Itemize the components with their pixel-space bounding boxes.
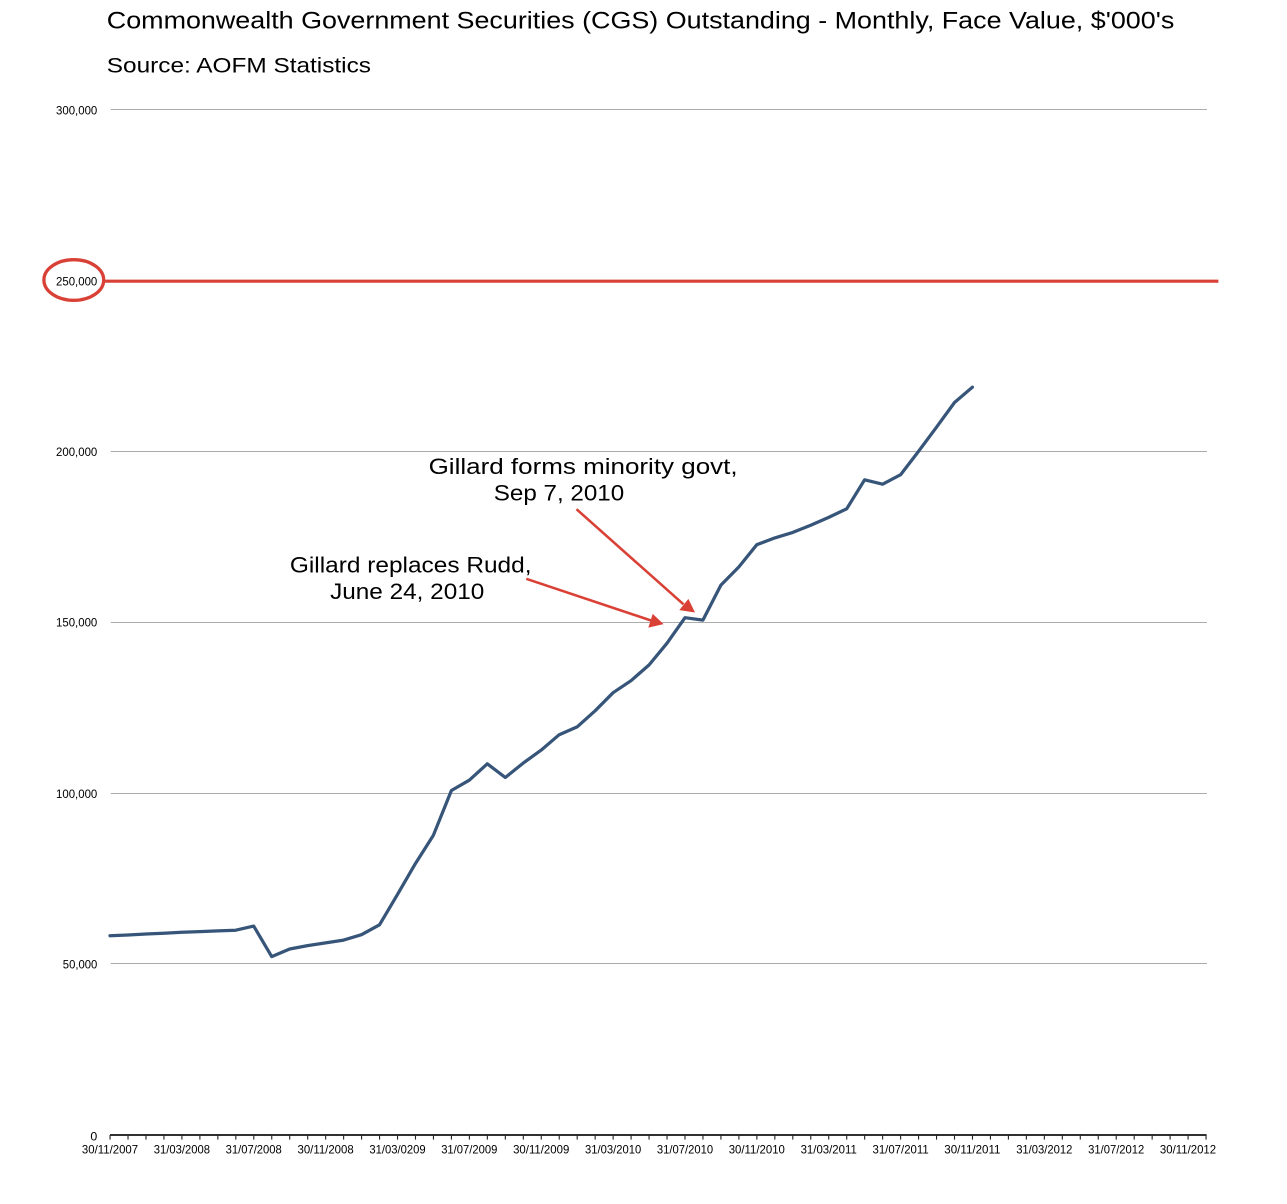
svg-text:30/11/2007: 30/11/2007 [82,1142,139,1156]
svg-text:June 24, 2010: June 24, 2010 [330,579,484,604]
svg-text:Commonwealth Government Securi: Commonwealth Government Securities (CGS)… [107,8,1175,35]
svg-text:200,000: 200,000 [56,445,98,459]
svg-text:31/07/2008: 31/07/2008 [226,1142,283,1156]
svg-text:30/11/2009: 30/11/2009 [513,1142,570,1156]
svg-text:30/11/2012: 30/11/2012 [1160,1142,1217,1156]
svg-text:31/07/2012: 31/07/2012 [1088,1142,1145,1156]
svg-text:250,000: 250,000 [56,274,98,288]
svg-text:31/03/0209: 31/03/0209 [369,1142,426,1156]
svg-text:30/11/2010: 30/11/2010 [729,1142,786,1156]
svg-text:31/07/2011: 31/07/2011 [873,1142,930,1156]
svg-text:Sep 7, 2010: Sep 7, 2010 [494,480,624,505]
svg-text:100,000: 100,000 [56,787,98,801]
svg-text:31/07/2010: 31/07/2010 [657,1142,714,1156]
svg-text:Gillard forms minority govt,: Gillard forms minority govt, [429,454,738,479]
svg-text:30/11/2008: 30/11/2008 [298,1142,355,1156]
svg-text:Gillard replaces Rudd,: Gillard replaces Rudd, [290,552,532,577]
svg-text:31/07/2009: 31/07/2009 [441,1142,498,1156]
svg-text:150,000: 150,000 [56,616,98,630]
svg-text:31/03/2008: 31/03/2008 [154,1142,211,1156]
svg-text:31/03/2012: 31/03/2012 [1016,1142,1073,1156]
svg-text:300,000: 300,000 [56,103,98,117]
svg-text:0: 0 [90,1130,97,1144]
svg-text:30/11/2011: 30/11/2011 [944,1142,1001,1156]
svg-text:31/03/2011: 31/03/2011 [801,1142,858,1156]
svg-text:Source: AOFM Statistics: Source: AOFM Statistics [107,55,371,78]
svg-text:50,000: 50,000 [63,957,98,971]
svg-text:31/03/2010: 31/03/2010 [585,1142,642,1156]
